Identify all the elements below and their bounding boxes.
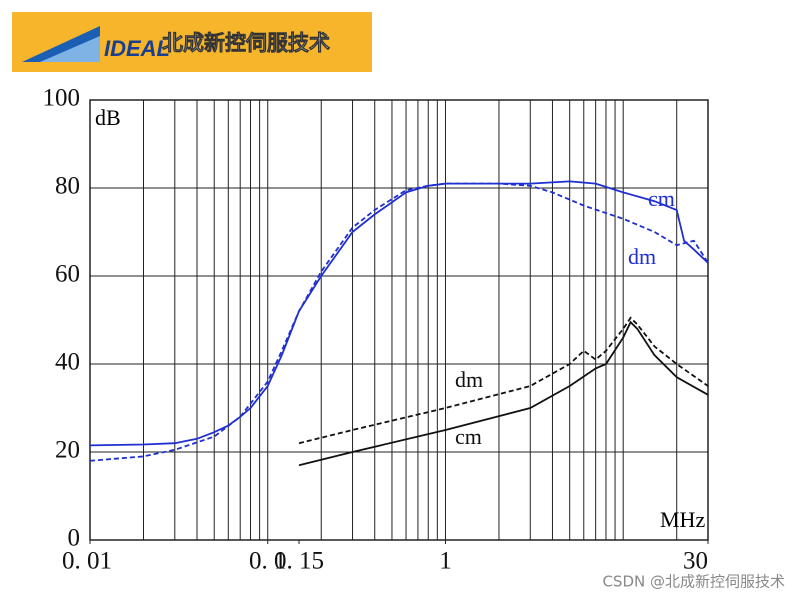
series-line <box>89 182 709 462</box>
logo-mark-inner <box>40 36 100 62</box>
x-axis-label: MHz <box>660 507 705 532</box>
y-tick-label: 100 <box>43 85 81 112</box>
series-label: cm <box>648 186 675 211</box>
x-tick-label: 0. 1 <box>249 548 287 575</box>
x-tick-label: 30 <box>683 548 708 575</box>
y-tick-label: 40 <box>55 349 80 376</box>
logo-brand: IDEAL <box>104 36 170 61</box>
x-tick-label: 0. 01 <box>62 548 112 575</box>
series-label: dm <box>455 367 483 392</box>
company-name: 北成新控伺服技术 <box>162 31 330 55</box>
series-label: dm <box>628 244 656 269</box>
y-tick-label: 80 <box>55 173 80 200</box>
series-line <box>298 320 709 467</box>
x-tick-label: 0. 15 <box>274 548 324 575</box>
watermark: CSDN @北成新控伺服技术 <box>602 573 785 591</box>
y-tick-label: 60 <box>55 261 80 288</box>
series-line <box>89 180 709 447</box>
x-tick-label: 1 <box>439 548 452 575</box>
plot-frame <box>89 99 709 541</box>
series-line <box>298 316 709 445</box>
series-label: cm <box>455 424 482 449</box>
y-tick-label: 0 <box>68 525 81 552</box>
y-axis-label: dB <box>95 105 121 130</box>
y-tick-label: 20 <box>55 437 80 464</box>
